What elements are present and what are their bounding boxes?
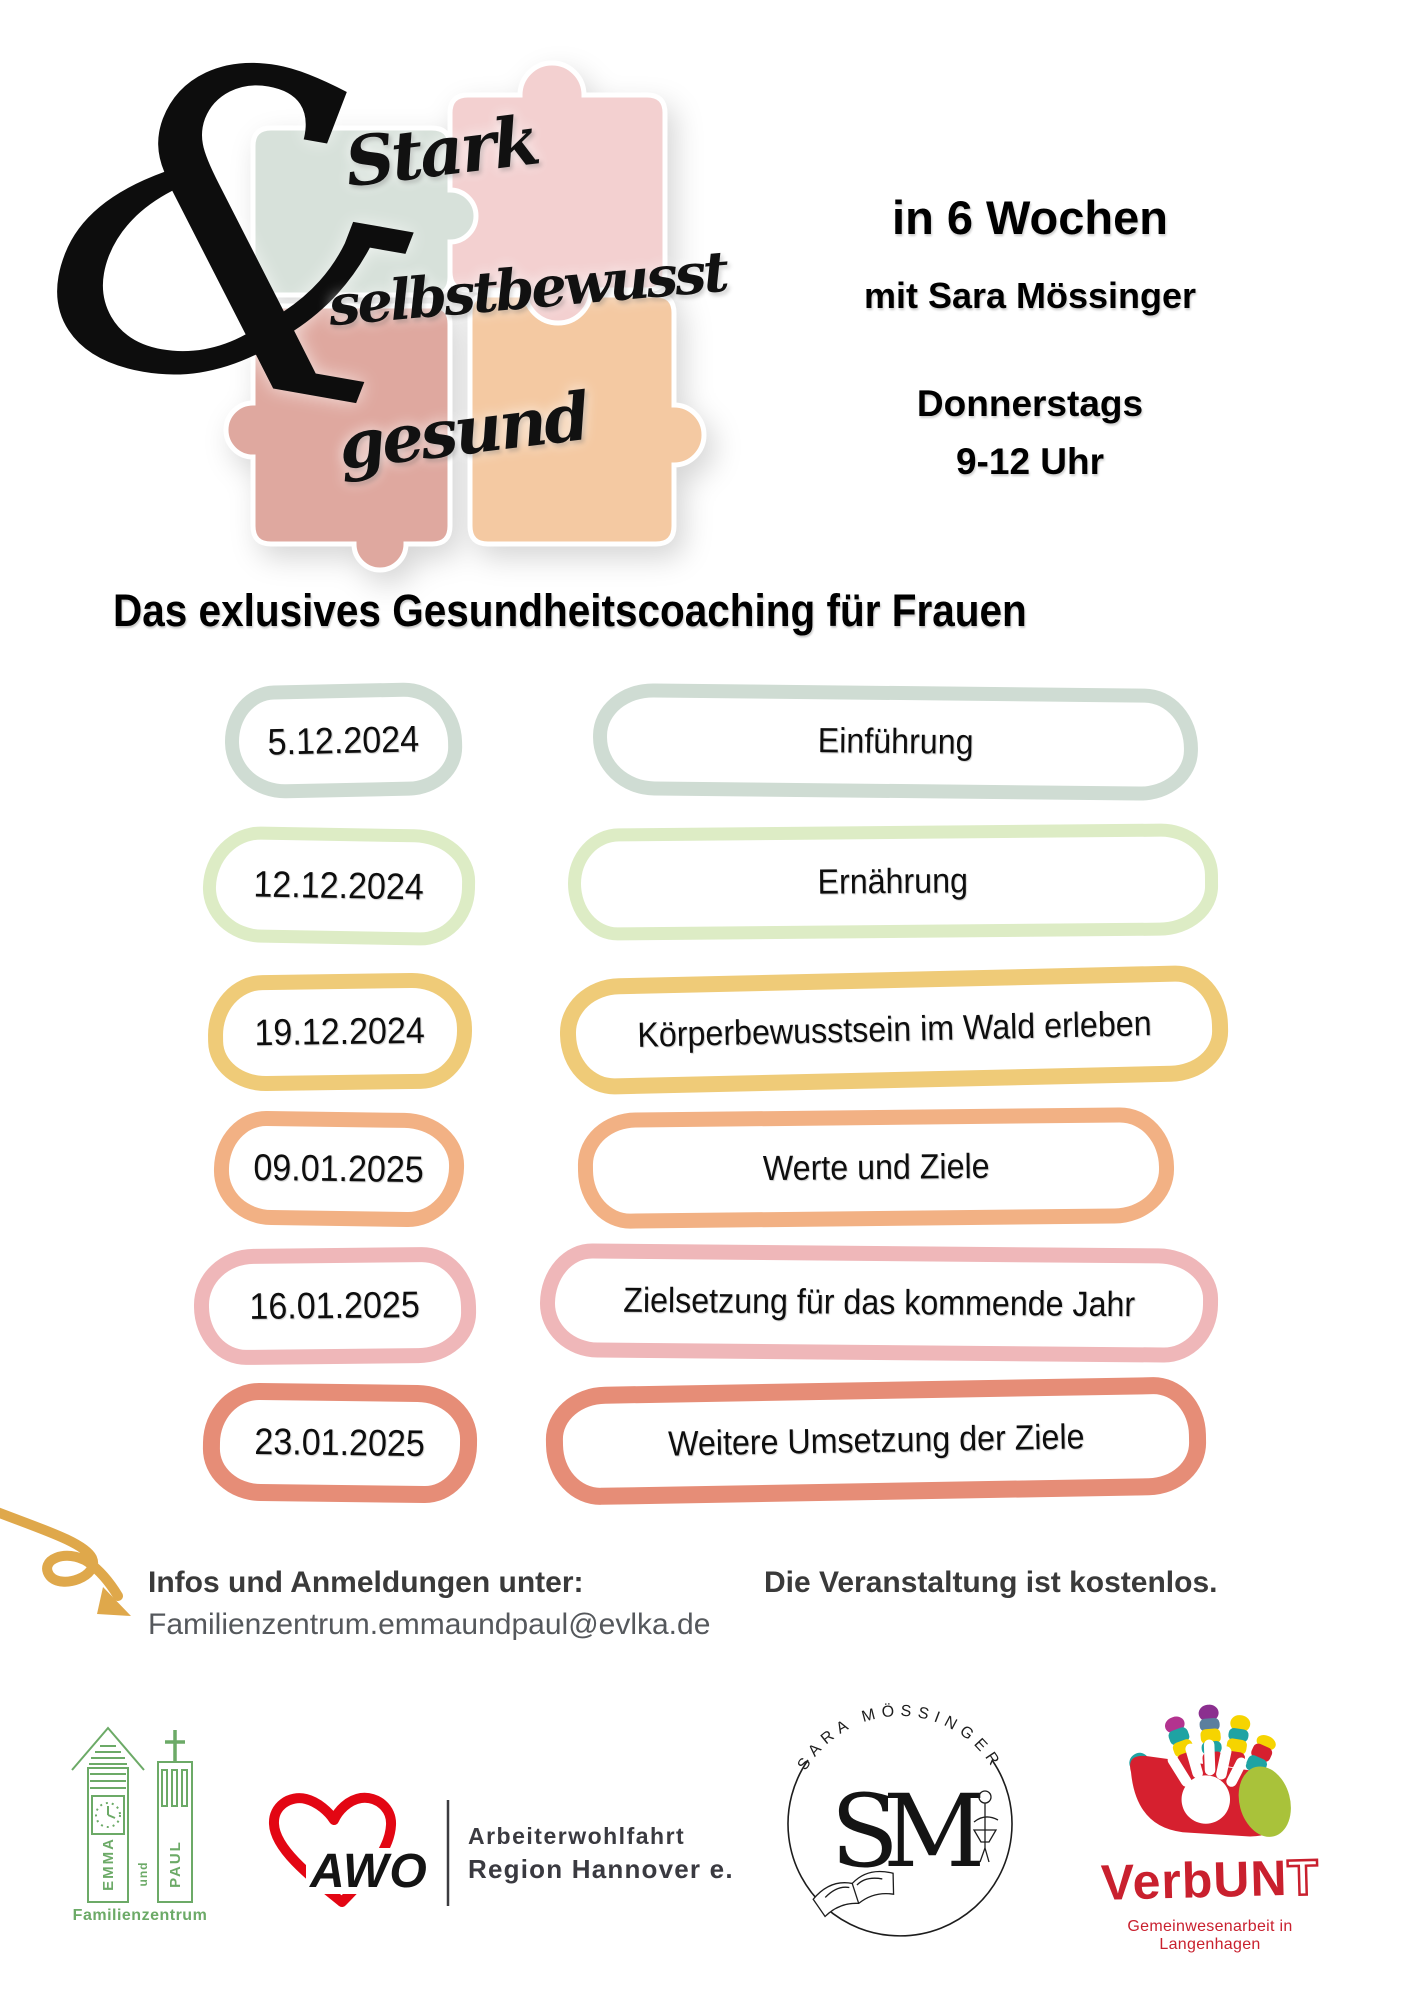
verbunt-logo: VerbUNT Gemeinwesenarbeit in Langenhagen	[1075, 1690, 1345, 1954]
date-text: 5.12.2024	[267, 717, 420, 763]
schedule-date: 19.12.2024	[207, 972, 473, 1092]
awo-org-line2: Region Hannover e.V.	[468, 1854, 732, 1884]
schedule-date: 09.01.2025	[213, 1110, 465, 1228]
book-icon	[812, 1870, 895, 1918]
sm-monogram: SM	[831, 1773, 982, 1890]
page-title: Das exlusives Gesundheitscoaching für Fr…	[113, 585, 1027, 636]
church-towers-icon	[71, 1726, 193, 1903]
puzzle-piece-rose	[223, 303, 453, 573]
date-text: 09.01.2025	[253, 1146, 425, 1191]
verbunt-tagline: Gemeinwesenarbeit in Langenhagen	[1127, 1918, 1293, 1953]
svg-text:SARA MÖSSINGER: SARA MÖSSINGER	[795, 1702, 1006, 1774]
arc-text: SARA MÖSSINGER	[795, 1702, 1000, 1774]
tower-text-emma: EMMA	[100, 1837, 117, 1891]
time-text: 9-12 Uhr	[955, 441, 1105, 482]
date-text: 16.01.2025	[249, 1284, 421, 1327]
cost-note: Die Veranstaltung ist kostenlos.	[764, 1566, 1218, 1599]
topic-text: Weitere Umsetzung der Ziele	[667, 1417, 1085, 1464]
tower-text-paul: PAUL	[167, 1840, 184, 1888]
heart-icon	[269, 1792, 396, 1907]
coach-text: mit Sara Mössinger	[863, 275, 1197, 316]
topic-text: Zielsetzung für das kommende Jahr	[622, 1280, 1136, 1325]
familienzentrum-caption: Familienzentrum	[73, 1907, 208, 1924]
date-text: 12.12.2024	[253, 863, 425, 908]
awo-org-line1: Arbeiterwohlfahrt	[468, 1823, 685, 1849]
date-text: 23.01.2025	[254, 1420, 426, 1465]
schedule-date: 5.12.2024	[223, 681, 464, 800]
schedule-topic: Körperbewusstsein im Wald erleben	[558, 964, 1230, 1096]
wordmark-main: VerbUN	[1100, 1849, 1289, 1911]
colorful-hand-icon	[1129, 1704, 1291, 1837]
awo-acronym: AWO	[309, 1845, 428, 1898]
date-text: 19.12.2024	[254, 1009, 426, 1054]
sara-moessinger-logo: SARA MÖSSINGER SM	[787, 1702, 1013, 1937]
circle-arc	[787, 1759, 1013, 1937]
puzzle-logo-icon	[223, 60, 707, 573]
familienzentrum-logo-icon: EMMA und PAUL Familienzentrum	[71, 1726, 208, 1924]
schedule-topic: Werte und Ziele	[577, 1106, 1175, 1230]
verbunt-wordmark: VerbUNT	[1074, 1848, 1345, 1911]
contact-email: Familienzentrum.emmaundpaul@evlka.de	[148, 1608, 711, 1641]
arrow-doodle-icon	[0, 1507, 131, 1616]
schedule-topic: Weitere Umsetzung der Ziele	[545, 1376, 1207, 1506]
wordmark-outline-t: T	[1286, 1848, 1322, 1907]
awo-logo: AWO Arbeiterwohlfahrt Region Hannover e.…	[269, 1792, 732, 1907]
tower-text-und: und	[136, 1862, 150, 1887]
white-hand-icon	[1167, 1739, 1247, 1824]
weekday-text: Donnerstags	[916, 383, 1144, 424]
dancer-icon	[972, 1790, 999, 1863]
puzzle-piece-sage	[250, 125, 479, 298]
topic-text: Einführung	[817, 721, 974, 762]
puzzle-piece-peach	[467, 292, 707, 547]
schedule-topic: Einführung	[592, 682, 1199, 802]
puzzle-piece-pink	[447, 60, 668, 326]
header-info-block: in 6 Wochen mit Sara Mössinger Donnersta…	[820, 190, 1240, 483]
duration-text: in 6 Wochen	[892, 191, 1168, 244]
schedule-date: 23.01.2025	[202, 1382, 478, 1504]
topic-text: Werte und Ziele	[762, 1146, 990, 1189]
schedule-topic: Zielsetzung für das kommende Jahr	[539, 1243, 1219, 1363]
topic-text: Körperbewusstsein im Wald erleben	[636, 1004, 1152, 1055]
schedule-topic: Ernährung	[567, 823, 1219, 941]
info-label: Infos und Anmeldungen unter:	[148, 1566, 584, 1599]
schedule-date: 16.01.2025	[193, 1246, 477, 1366]
topic-text: Ernährung	[817, 861, 969, 902]
schedule-date: 12.12.2024	[202, 825, 476, 947]
